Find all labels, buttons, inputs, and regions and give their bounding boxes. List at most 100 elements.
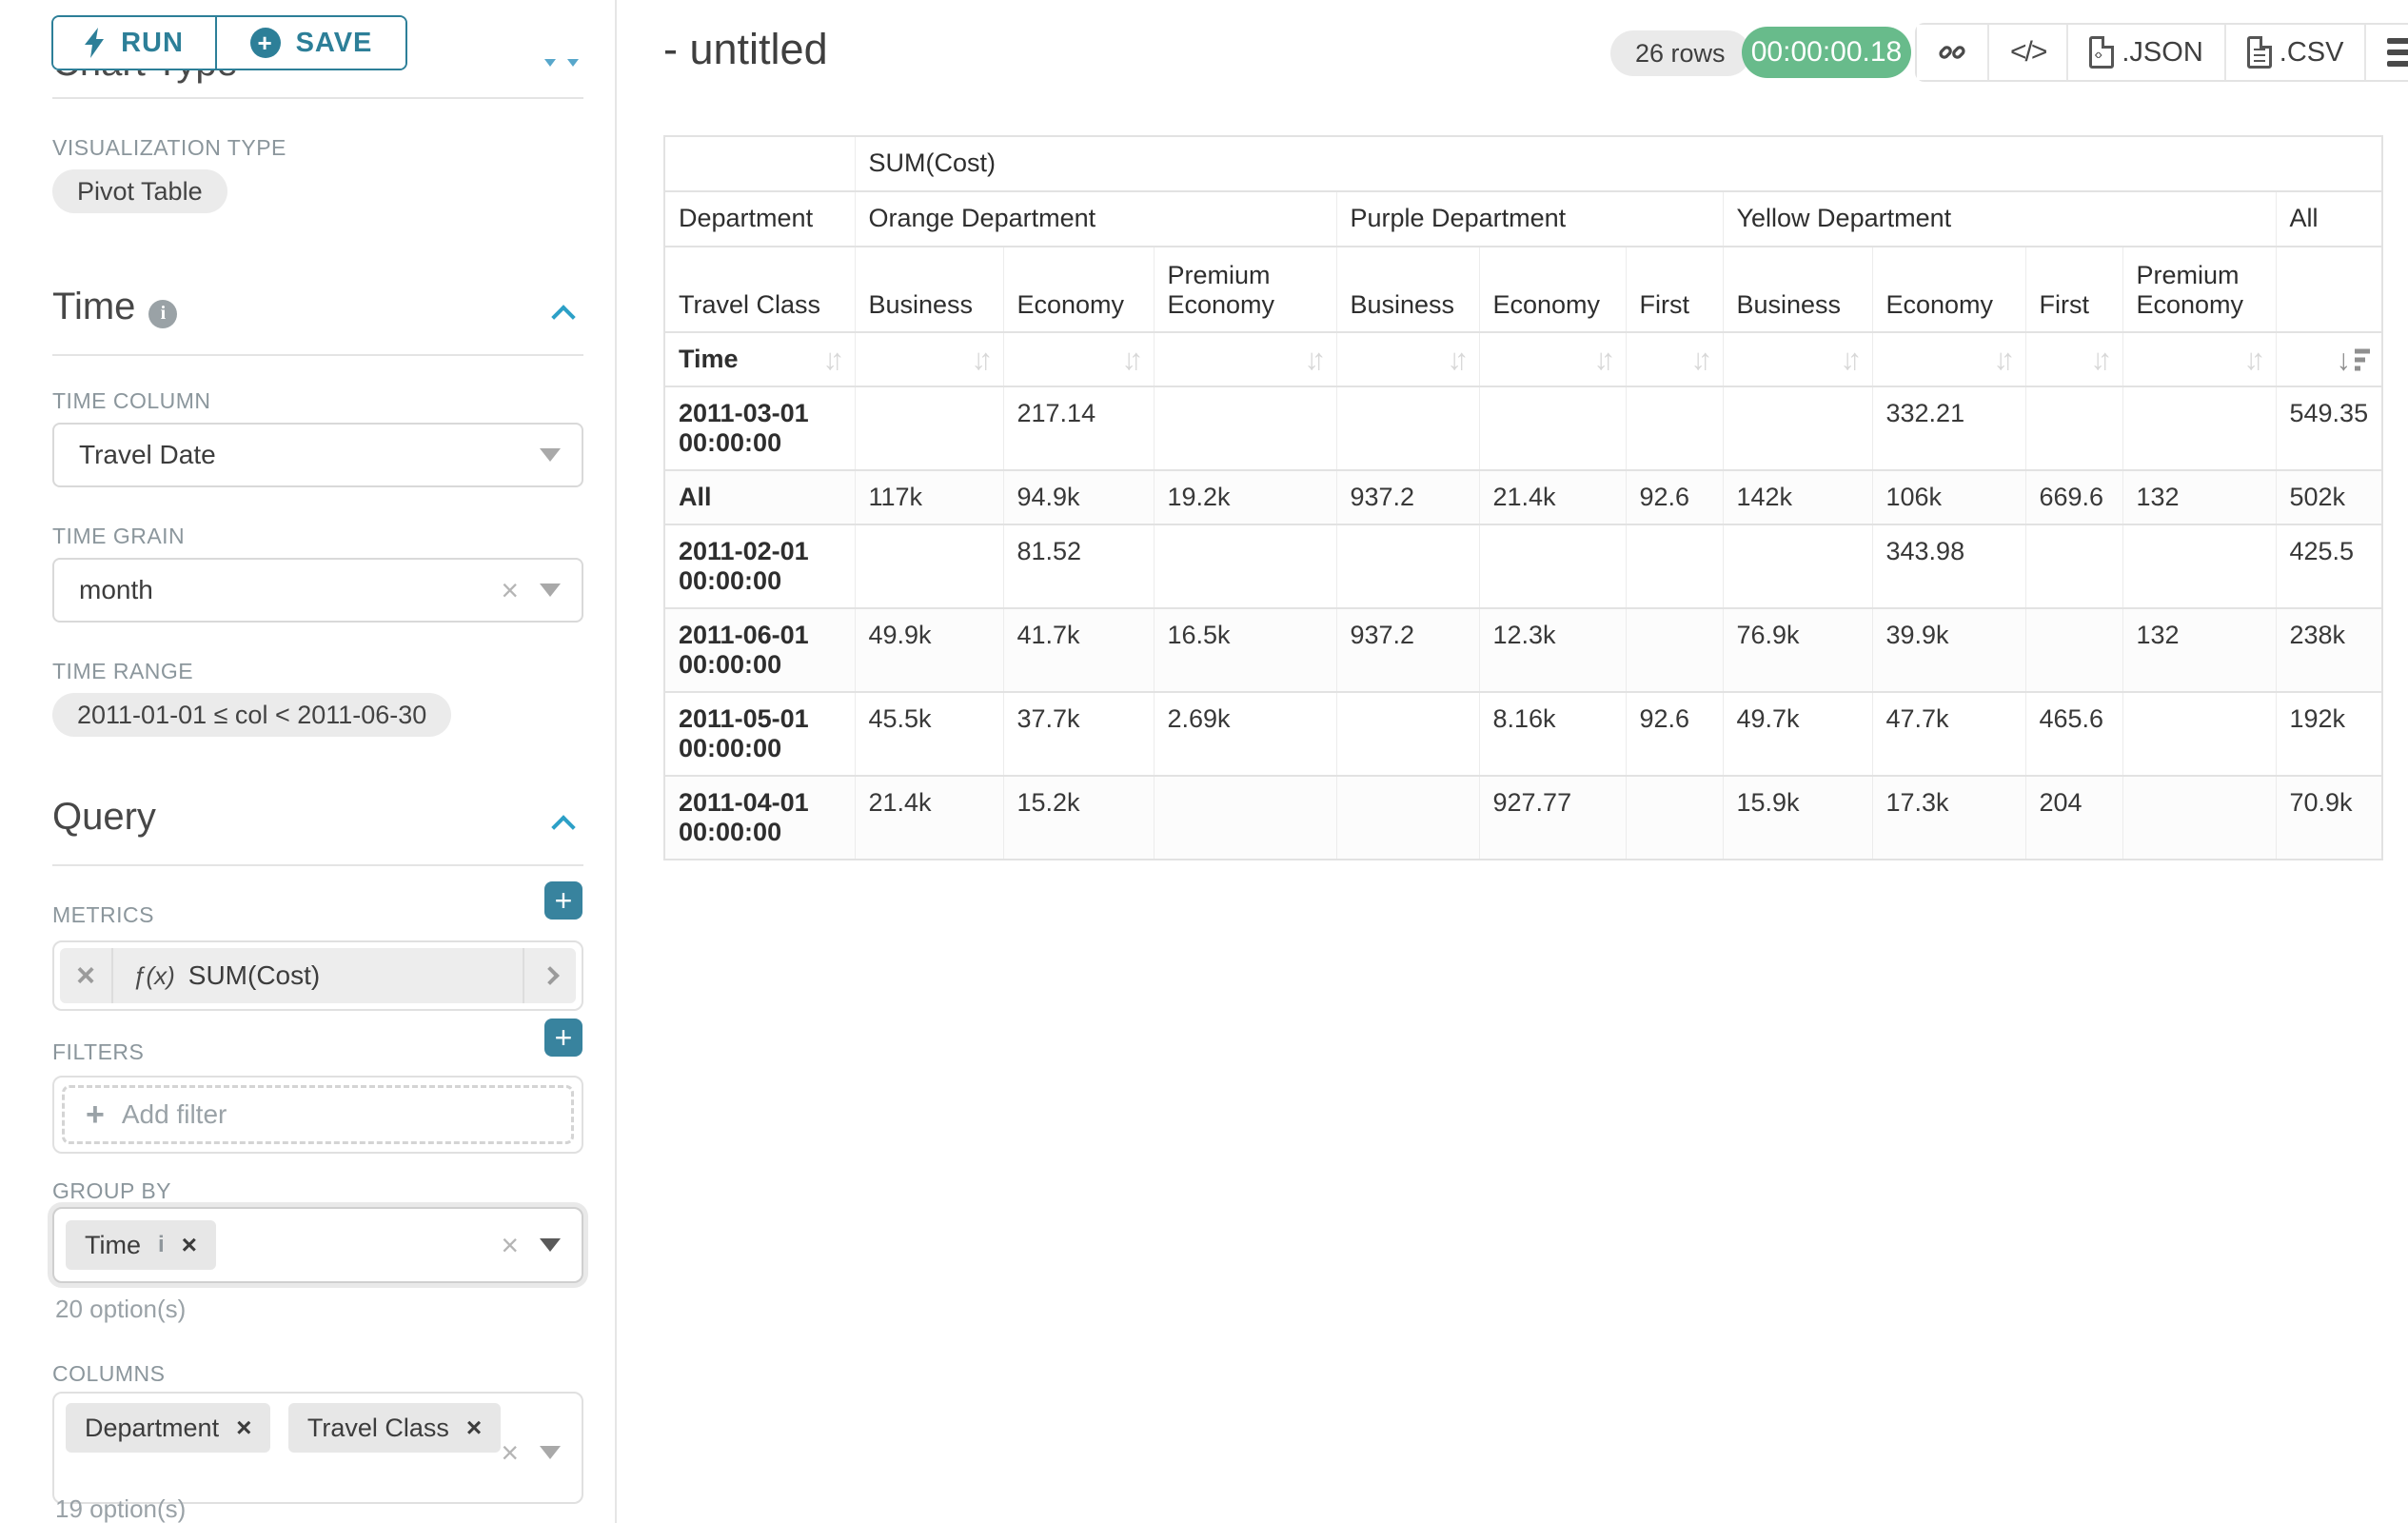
cell: 16.5k bbox=[1154, 608, 1336, 692]
column-sort-header[interactable]: ↓↑ bbox=[1003, 332, 1154, 386]
expand-metric-button[interactable] bbox=[523, 948, 576, 1003]
time-grain-value: month bbox=[79, 575, 153, 605]
group-by-options-hint: 20 option(s) bbox=[55, 1295, 186, 1324]
plus-circle-icon: + bbox=[250, 28, 281, 58]
time-grain-select[interactable]: month × bbox=[52, 558, 583, 623]
cell bbox=[1336, 386, 1479, 470]
cell bbox=[1723, 524, 1872, 608]
column-sort-header[interactable]: ↓↑ bbox=[1626, 332, 1723, 386]
sort-icon[interactable]: ↓↑ bbox=[2091, 343, 2113, 377]
panel-resize-handle[interactable] bbox=[544, 59, 579, 67]
clear-icon[interactable]: × bbox=[501, 575, 519, 605]
column-sort-header[interactable]: ↓↑ bbox=[1723, 332, 1872, 386]
cell: 49.7k bbox=[1723, 692, 1872, 776]
explore-view: Chart Type RUN + SAVE VISUALIZATION TYPE… bbox=[0, 0, 2408, 1523]
cell bbox=[1723, 386, 1872, 470]
cell: 92.6 bbox=[1626, 470, 1723, 524]
info-icon[interactable]: i bbox=[148, 300, 177, 328]
code-icon: </> bbox=[2010, 36, 2045, 69]
view-query-button[interactable]: </> bbox=[1989, 25, 2066, 80]
group-by-select[interactable]: Time i × × bbox=[52, 1207, 583, 1283]
cell: 41.7k bbox=[1003, 608, 1154, 692]
add-filter-plus-button[interactable]: + bbox=[544, 1019, 582, 1057]
info-icon[interactable]: i bbox=[158, 1232, 165, 1258]
sort-icon[interactable]: ↓↑ bbox=[1841, 343, 1863, 377]
export-csv-button[interactable]: .CSV bbox=[2226, 25, 2365, 80]
save-button[interactable]: + SAVE bbox=[217, 17, 405, 69]
sort-descending-icon[interactable]: ↓ bbox=[2337, 345, 2371, 374]
clear-icon[interactable]: × bbox=[501, 1230, 519, 1260]
cell: 21.4k bbox=[855, 776, 1003, 860]
cell bbox=[1626, 776, 1723, 860]
plus-icon: + bbox=[86, 1098, 105, 1131]
sort-icon[interactable]: ↓↑ bbox=[1691, 343, 1713, 377]
sort-icon[interactable]: ↓↑ bbox=[1122, 343, 1144, 377]
add-metric-button[interactable]: + bbox=[544, 881, 582, 920]
cell bbox=[2122, 524, 2276, 608]
clear-icon[interactable]: × bbox=[501, 1437, 519, 1468]
remove-tag-icon[interactable]: × bbox=[466, 1413, 482, 1443]
column-sort-header[interactable]: ↓↑ bbox=[1479, 332, 1626, 386]
copy-link-button[interactable] bbox=[1917, 25, 1987, 80]
sort-icon[interactable]: ↓↑ bbox=[823, 343, 845, 377]
remove-metric-icon[interactable]: × bbox=[60, 948, 113, 1003]
cell bbox=[1154, 386, 1336, 470]
column-sort-header[interactable]: ↓↑ bbox=[2025, 332, 2122, 386]
sort-icon[interactable]: ↓↑ bbox=[1994, 343, 2016, 377]
table-row: 2011-05-01 00:00:00 45.5k 37.7k 2.69k 8.… bbox=[664, 692, 2382, 776]
sort-icon[interactable]: ↓↑ bbox=[972, 343, 994, 377]
time-column-select[interactable]: Travel Date bbox=[52, 423, 583, 487]
chevron-down-icon[interactable] bbox=[540, 583, 561, 597]
class-header: Business bbox=[855, 247, 1003, 332]
run-save-button-group: RUN + SAVE bbox=[51, 15, 407, 70]
cell: 81.52 bbox=[1003, 524, 1154, 608]
time-range-pill[interactable]: 2011-01-01 ≤ col < 2011-06-30 bbox=[52, 693, 451, 737]
columns-tag: Travel Class × bbox=[288, 1403, 501, 1453]
export-json-button[interactable]: .JSON bbox=[2068, 25, 2223, 80]
cell: 19.2k bbox=[1154, 470, 1336, 524]
lightning-icon bbox=[85, 28, 106, 58]
chevron-down-icon[interactable] bbox=[540, 1446, 561, 1459]
cell bbox=[1479, 524, 1626, 608]
cell: 92.6 bbox=[1626, 692, 1723, 776]
department-group-header: Purple Department bbox=[1336, 191, 1723, 247]
cell bbox=[2122, 386, 2276, 470]
sort-icon[interactable]: ↓↑ bbox=[1448, 343, 1470, 377]
time-column-value: Travel Date bbox=[79, 440, 216, 470]
column-sort-header[interactable]: ↓↑ bbox=[1872, 332, 2025, 386]
table-row: 2011-02-01 00:00:00 81.52 343.98 425.5 bbox=[664, 524, 2382, 608]
sort-icon[interactable]: ↓↑ bbox=[1305, 343, 1327, 377]
chevron-up-icon[interactable] bbox=[555, 303, 576, 324]
column-sort-header[interactable]: ↓↑ bbox=[2122, 332, 2276, 386]
column-sort-header[interactable]: ↓↑ bbox=[1154, 332, 1336, 386]
column-sort-header[interactable]: ↓↑ bbox=[855, 332, 1003, 386]
column-sort-header-active[interactable]: ↓ bbox=[2276, 332, 2382, 386]
query-action-bar: RUN + SAVE bbox=[0, 0, 617, 70]
chart-title[interactable]: - untitled bbox=[663, 25, 828, 74]
query-timer-badge: 00:00:00.18 bbox=[1742, 27, 1911, 78]
chevron-down-icon[interactable] bbox=[540, 1238, 561, 1252]
filters-box: + Add filter bbox=[52, 1076, 583, 1154]
chevron-down-icon[interactable] bbox=[540, 448, 561, 462]
more-options-button[interactable] bbox=[2366, 25, 2408, 80]
department-group-header: Orange Department bbox=[855, 191, 1336, 247]
run-button[interactable]: RUN bbox=[53, 17, 217, 69]
table-row: 2011-03-01 00:00:00 217.14 332.21 549.35 bbox=[664, 386, 2382, 470]
add-filter-button[interactable]: + Add filter bbox=[62, 1085, 574, 1144]
sort-icon[interactable]: ↓↑ bbox=[1594, 343, 1616, 377]
row-label: All bbox=[664, 470, 855, 524]
metric-item[interactable]: × ƒ(x) SUM(Cost) bbox=[60, 948, 576, 1003]
export-json-label: .JSON bbox=[2122, 37, 2202, 69]
column-sort-header[interactable]: ↓↑ bbox=[1336, 332, 1479, 386]
row-count-badge: 26 rows bbox=[1610, 30, 1750, 76]
empty-corner-cell bbox=[664, 136, 855, 191]
control-panel: Chart Type RUN + SAVE VISUALIZATION TYPE… bbox=[0, 0, 617, 1523]
remove-tag-icon[interactable]: × bbox=[182, 1230, 197, 1260]
sort-icon[interactable]: ↓↑ bbox=[2244, 343, 2266, 377]
visualization-type-pill[interactable]: Pivot Table bbox=[52, 169, 227, 213]
time-sort-header[interactable]: Time↓↑ bbox=[664, 332, 855, 386]
chevron-up-icon[interactable] bbox=[555, 813, 576, 834]
cell: 117k bbox=[855, 470, 1003, 524]
columns-select[interactable]: Department × Travel Class × × bbox=[52, 1392, 583, 1504]
remove-tag-icon[interactable]: × bbox=[236, 1413, 251, 1443]
